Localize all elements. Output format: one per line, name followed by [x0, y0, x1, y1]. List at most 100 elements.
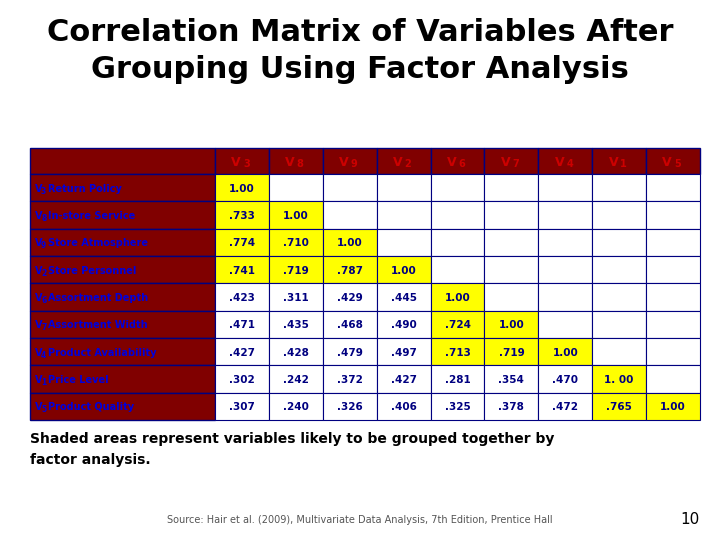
- Text: V: V: [35, 211, 42, 221]
- Text: Source: Hair et al. (2009), Multivariate Data Analysis, 7th Edition, Prentice Ha: Source: Hair et al. (2009), Multivariate…: [167, 515, 553, 525]
- Text: .428: .428: [283, 348, 309, 357]
- Bar: [215, 284, 269, 310]
- Text: Store Personnel: Store Personnel: [48, 266, 136, 275]
- Text: Price Level: Price Level: [48, 375, 109, 385]
- Text: .741: .741: [229, 266, 255, 275]
- Text: Product Availability: Product Availability: [48, 348, 156, 357]
- Text: V: V: [339, 156, 348, 168]
- Bar: [485, 338, 539, 366]
- Text: .354: .354: [498, 375, 524, 385]
- Text: .427: .427: [391, 375, 417, 385]
- Bar: [593, 148, 646, 174]
- Bar: [30, 284, 215, 310]
- Text: .713: .713: [444, 348, 470, 357]
- Bar: [646, 393, 700, 420]
- Bar: [269, 338, 323, 366]
- Bar: [485, 256, 539, 284]
- Bar: [539, 148, 593, 174]
- Bar: [377, 256, 431, 284]
- Text: .787: .787: [337, 266, 363, 275]
- Text: 4: 4: [41, 350, 46, 360]
- Text: .435: .435: [283, 320, 309, 330]
- Text: .423: .423: [229, 293, 255, 303]
- Text: Shaded areas represent variables likely to be grouped together by
factor analysi: Shaded areas represent variables likely …: [30, 432, 554, 467]
- Text: .325: .325: [445, 402, 470, 413]
- Bar: [269, 148, 323, 174]
- Bar: [323, 148, 377, 174]
- Bar: [431, 393, 485, 420]
- Bar: [323, 338, 377, 366]
- Bar: [539, 310, 593, 338]
- Text: 1.00: 1.00: [337, 238, 363, 248]
- Bar: [215, 338, 269, 366]
- Text: 9: 9: [41, 241, 46, 251]
- Bar: [323, 310, 377, 338]
- Text: .445: .445: [391, 293, 417, 303]
- Text: V: V: [35, 348, 42, 357]
- Bar: [593, 338, 646, 366]
- Bar: [215, 201, 269, 228]
- Bar: [269, 228, 323, 256]
- Text: 1. 00: 1. 00: [605, 375, 634, 385]
- Text: 1.00: 1.00: [391, 266, 416, 275]
- Bar: [646, 256, 700, 284]
- Text: 1: 1: [41, 378, 46, 387]
- Text: Correlation Matrix of Variables After
Grouping Using Factor Analysis: Correlation Matrix of Variables After Gr…: [47, 18, 673, 84]
- Text: V: V: [35, 184, 42, 194]
- Bar: [215, 148, 269, 174]
- Bar: [30, 393, 215, 420]
- Bar: [593, 174, 646, 201]
- Text: V: V: [35, 266, 42, 275]
- Text: V: V: [35, 402, 42, 413]
- Text: 5: 5: [41, 406, 46, 414]
- Bar: [30, 366, 215, 393]
- Text: .378: .378: [498, 402, 524, 413]
- Text: 8: 8: [297, 159, 304, 169]
- Bar: [431, 338, 485, 366]
- Bar: [539, 393, 593, 420]
- Text: Return Policy: Return Policy: [48, 184, 122, 194]
- Text: .774: .774: [229, 238, 255, 248]
- Bar: [646, 366, 700, 393]
- Bar: [323, 366, 377, 393]
- Text: .302: .302: [229, 375, 255, 385]
- Bar: [485, 284, 539, 310]
- Bar: [269, 366, 323, 393]
- Text: .497: .497: [391, 348, 417, 357]
- Bar: [215, 366, 269, 393]
- Bar: [215, 310, 269, 338]
- Text: V: V: [285, 156, 294, 168]
- Text: V: V: [231, 156, 241, 168]
- Bar: [323, 201, 377, 228]
- Bar: [431, 366, 485, 393]
- Bar: [539, 338, 593, 366]
- Bar: [485, 228, 539, 256]
- Text: .733: .733: [229, 211, 255, 221]
- Bar: [323, 174, 377, 201]
- Bar: [646, 148, 700, 174]
- Bar: [539, 366, 593, 393]
- Text: 1: 1: [620, 159, 627, 169]
- Bar: [215, 228, 269, 256]
- Text: V: V: [393, 156, 402, 168]
- Bar: [377, 228, 431, 256]
- Text: .479: .479: [337, 348, 363, 357]
- Text: .372: .372: [337, 375, 363, 385]
- Text: .719: .719: [283, 266, 309, 275]
- Bar: [30, 174, 215, 201]
- Bar: [323, 256, 377, 284]
- Bar: [593, 228, 646, 256]
- Text: .472: .472: [552, 402, 578, 413]
- Bar: [377, 393, 431, 420]
- Bar: [593, 284, 646, 310]
- Text: V: V: [554, 156, 564, 168]
- Bar: [323, 393, 377, 420]
- Bar: [431, 174, 485, 201]
- Bar: [485, 366, 539, 393]
- Bar: [269, 393, 323, 420]
- Text: 1.00: 1.00: [660, 402, 686, 413]
- Bar: [485, 174, 539, 201]
- Bar: [646, 310, 700, 338]
- Text: .307: .307: [229, 402, 255, 413]
- Bar: [646, 201, 700, 228]
